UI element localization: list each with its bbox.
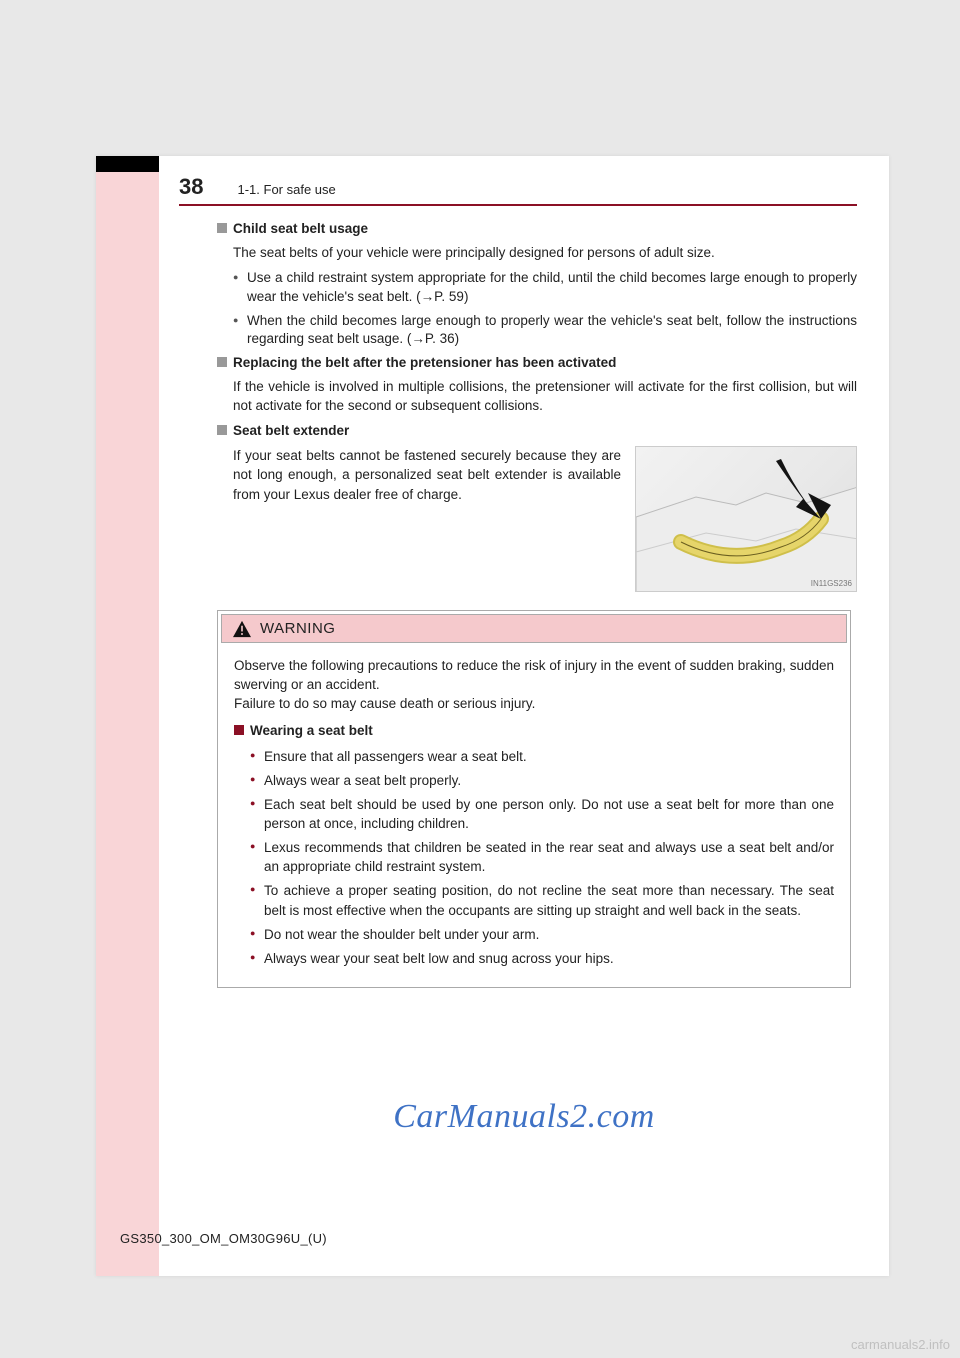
document-id: GS350_300_OM_OM30G96U_(U) — [120, 1231, 327, 1246]
square-bullet-icon — [217, 357, 227, 367]
warning-title: WARNING — [260, 620, 335, 637]
list-item: Use a child restraint system appropriate… — [233, 269, 857, 307]
page-number: 38 — [179, 174, 203, 200]
warning-intro-line: Failure to do so may cause death or seri… — [234, 696, 535, 711]
sidebar-top-marker — [96, 156, 159, 172]
warning-body: Observe the following precautions to red… — [218, 646, 850, 987]
heading-text: Child seat belt usage — [233, 221, 368, 236]
heading-text: Wearing a seat belt — [250, 723, 373, 738]
warning-intro-line: Observe the following precautions to red… — [234, 658, 834, 692]
seat-belt-extender-figure: IN11GS236 — [635, 446, 857, 592]
square-bullet-icon — [217, 425, 227, 435]
chapter-title: 1-1. For safe use — [237, 182, 335, 197]
warning-triangle-icon — [232, 620, 252, 638]
list-item: Always wear your seat belt low and snug … — [250, 949, 834, 968]
list-item: Each seat belt should be used by one per… — [250, 795, 834, 833]
paragraph: If the vehicle is involved in multiple c… — [233, 378, 857, 416]
list-item: Ensure that all passengers wear a seat b… — [250, 747, 834, 766]
page-header: 38 1-1. For safe use — [179, 174, 857, 206]
warning-box: WARNING Observe the following precaution… — [217, 610, 851, 988]
figure-label: IN11GS236 — [811, 578, 852, 589]
list-item: Lexus recommends that children be seated… — [250, 838, 834, 876]
page: 38 1-1. For safe use Child seat belt usa… — [96, 156, 889, 1276]
extender-row: If your seat belts cannot be fastened se… — [233, 446, 857, 592]
warning-intro: Observe the following precautions to red… — [234, 656, 834, 713]
warning-sub-heading: Wearing a seat belt — [234, 721, 834, 740]
list-item: To achieve a proper seating position, do… — [250, 881, 834, 919]
body: Child seat belt usage The seat belts of … — [179, 220, 857, 592]
section-heading: Child seat belt usage — [217, 220, 857, 239]
heading-text: Replacing the belt after the pretensione… — [233, 355, 616, 370]
site-watermark: carmanuals2.info — [851, 1337, 950, 1352]
square-bullet-icon — [217, 223, 227, 233]
list-item: When the child becomes large enough to p… — [233, 312, 857, 350]
extender-text: If your seat belts cannot be fastened se… — [233, 446, 621, 592]
content-area: 38 1-1. For safe use Child seat belt usa… — [159, 156, 889, 1276]
watermark: CarManuals2.com — [393, 1098, 655, 1136]
section-heading: Seat belt extender — [217, 422, 857, 441]
square-bullet-icon — [234, 725, 244, 735]
list-item: Do not wear the shoulder belt under your… — [250, 925, 834, 944]
heading-text: Seat belt extender — [233, 423, 349, 438]
paragraph: The seat belts of your vehicle were prin… — [233, 244, 857, 263]
extender-illustration — [636, 447, 857, 592]
section-heading: Replacing the belt after the pretensione… — [217, 354, 857, 373]
list-item: Always wear a seat belt properly. — [250, 771, 834, 790]
warning-header: WARNING — [221, 614, 847, 643]
sidebar-tab — [96, 156, 159, 1276]
